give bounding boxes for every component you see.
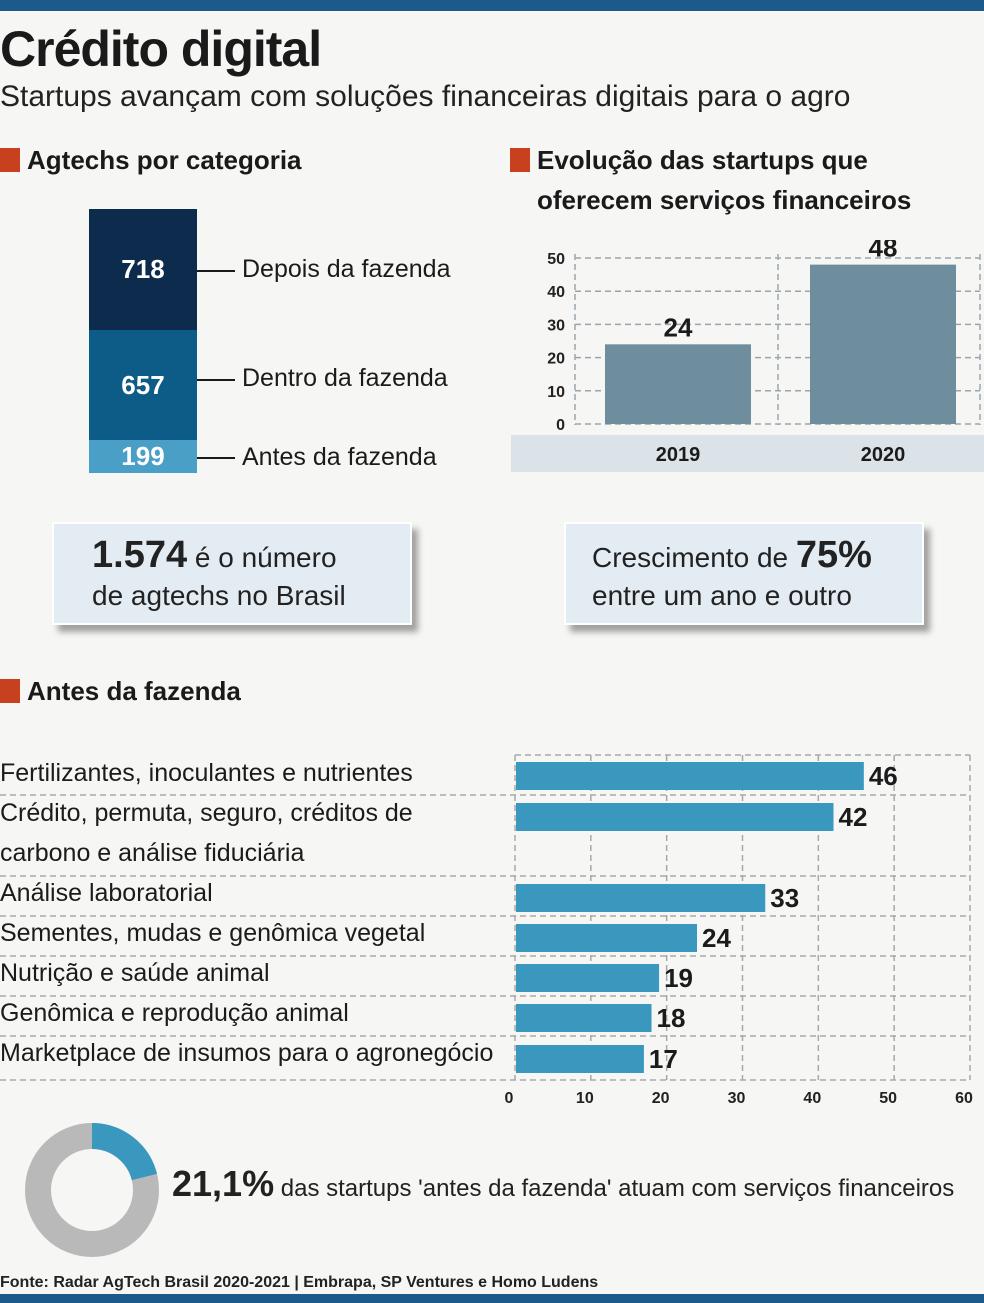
donut-highlight-slice bbox=[25, 1123, 159, 1257]
evolution-chart: 0 10 20 30 40 50 24 2019 48 2020 bbox=[511, 240, 984, 472]
callout-total-line2: de agtechs no Brasil bbox=[92, 580, 346, 611]
bottom-rule bbox=[0, 1294, 984, 1303]
bar-value-label: 19 bbox=[664, 963, 693, 993]
bar-row-0 bbox=[516, 762, 864, 790]
section-agtechs: Agtechs por categoria bbox=[0, 140, 302, 180]
section-agtechs-label: Agtechs por categoria bbox=[27, 145, 302, 175]
bar-value-label: 24 bbox=[702, 923, 731, 953]
y-tick-label: 50 bbox=[547, 251, 565, 268]
section-antes-label: Antes da fazenda bbox=[27, 676, 241, 706]
section-marker bbox=[0, 148, 20, 172]
hbar-label: Crédito, permuta, seguro, créditos de bbox=[0, 799, 413, 827]
page-title: Crédito digital bbox=[0, 21, 322, 77]
x-tick-label: 2020 bbox=[861, 444, 906, 466]
x-tick-label: 40 bbox=[803, 1090, 821, 1107]
donut-chart bbox=[25, 1123, 159, 1257]
y-tick-label: 0 bbox=[556, 417, 565, 434]
stack-label-dentro: Dentro da fazenda bbox=[242, 364, 448, 392]
hbar-label: Marketplace de insumos para o agronegóci… bbox=[0, 1039, 494, 1067]
stack-segment-depois: 718 bbox=[89, 209, 197, 330]
y-tick-label: 40 bbox=[547, 284, 565, 301]
hbar-label: Sementes, mudas e genômica vegetal bbox=[0, 919, 426, 947]
callout-total-number: 1.574 bbox=[92, 534, 188, 576]
y-tick-label: 30 bbox=[547, 317, 565, 334]
stack-segment-dentro: 657 bbox=[89, 330, 197, 440]
bar-value-label: 48 bbox=[869, 240, 898, 263]
bar-value-label: 17 bbox=[649, 1044, 678, 1074]
bar-row-2 bbox=[516, 884, 766, 912]
section-antes: Antes da fazenda bbox=[0, 671, 241, 711]
bar-value-label: 18 bbox=[657, 1003, 686, 1033]
y-tick-label: 10 bbox=[547, 384, 565, 401]
callout-growth-text: Crescimento de bbox=[592, 542, 796, 573]
bar-2020 bbox=[810, 264, 956, 424]
x-tick-label: 20 bbox=[652, 1090, 670, 1107]
donut-percent: 21,1% bbox=[172, 1163, 275, 1204]
donut-text: das startups 'antes da fazenda' atuam co… bbox=[274, 1175, 955, 1202]
hbar-label: Genômica e reprodução animal bbox=[0, 999, 349, 1027]
x-tick-label: 0 bbox=[505, 1090, 514, 1107]
stack-label-depois: Depois da fazenda bbox=[242, 255, 451, 283]
bar-row-4 bbox=[516, 964, 660, 992]
hbar-label: Fertilizantes, inoculantes e nutrientes bbox=[0, 759, 413, 787]
y-tick-label: 20 bbox=[547, 351, 565, 368]
bar-value-label: 46 bbox=[869, 761, 898, 791]
source-note: Fonte: Radar AgTech Brasil 2020-2021 | E… bbox=[0, 1274, 599, 1291]
x-tick-label: 10 bbox=[576, 1090, 594, 1107]
top-rule bbox=[0, 0, 984, 11]
stack-segment-antes: 199 bbox=[89, 440, 197, 473]
callout-total-text: é o número bbox=[187, 542, 337, 573]
bar-2019 bbox=[605, 344, 751, 424]
bar-value-label: 42 bbox=[839, 802, 868, 832]
bar-value-label: 33 bbox=[770, 883, 799, 913]
callout-growth-number: 75% bbox=[795, 534, 872, 576]
x-tick-label: 2019 bbox=[656, 444, 701, 466]
section-evolution-line1: Evolução das startups que bbox=[537, 145, 868, 175]
callout-growth: Crescimento de 75% entre um ano e outro bbox=[564, 522, 924, 625]
leader-line bbox=[197, 379, 235, 381]
callout-growth-line2: entre um ano e outro bbox=[592, 580, 852, 611]
section-marker bbox=[510, 148, 530, 172]
bar-row-1 bbox=[516, 803, 834, 831]
section-marker bbox=[0, 679, 20, 703]
bar-row-3 bbox=[516, 924, 697, 952]
x-axis-band bbox=[511, 435, 984, 472]
x-tick-label: 30 bbox=[728, 1090, 746, 1107]
section-evolution-line2: oferecem serviços financeiros bbox=[537, 185, 912, 215]
page-subtitle: Startups avançam com soluções financeira… bbox=[0, 80, 851, 113]
stack-label-antes: Antes da fazenda bbox=[242, 443, 437, 471]
section-evolution: Evolução das startups que oferecem servi… bbox=[510, 140, 911, 220]
donut-caption: 21,1% das startups 'antes da fazenda' at… bbox=[172, 1163, 954, 1205]
leader-line bbox=[197, 270, 235, 272]
x-tick-label: 60 bbox=[955, 1090, 973, 1107]
bar-row-6 bbox=[516, 1045, 644, 1073]
hbar-label: Nutrição e saúde animal bbox=[0, 959, 270, 987]
hbar-label: Análise laboratorial bbox=[0, 879, 213, 907]
leader-line bbox=[197, 457, 235, 459]
callout-total-agtechs: 1.574 é o número de agtechs no Brasil bbox=[52, 522, 412, 625]
hbar-label: carbono e análise fiduciária bbox=[0, 839, 305, 867]
bar-row-5 bbox=[516, 1004, 652, 1032]
bar-value-label: 24 bbox=[664, 312, 693, 342]
x-tick-label: 50 bbox=[879, 1090, 897, 1107]
